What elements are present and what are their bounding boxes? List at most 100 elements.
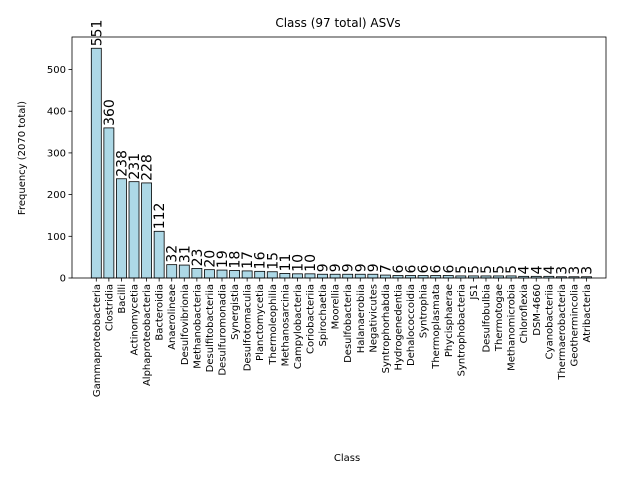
- x-tick-label: Alphaproteobacteria: [142, 284, 153, 386]
- y-tick-label: 400: [47, 107, 66, 118]
- x-tick-label: Phycisphaerae: [444, 284, 455, 357]
- x-tick-label: Moorellia: [331, 284, 342, 329]
- bar-coriobacteriia: [304, 273, 316, 279]
- value-label: 228: [140, 154, 156, 181]
- value-label: 7: [378, 264, 394, 273]
- value-label: 5: [504, 265, 520, 274]
- bar-desulfovibrionia: [178, 264, 190, 279]
- value-label: 3: [580, 266, 596, 275]
- bar-syntrophorhabdia: [380, 274, 391, 279]
- x-tick-label: Planctomycetia: [255, 284, 266, 361]
- value-label: 9: [366, 263, 382, 272]
- value-label: 5: [466, 265, 482, 274]
- x-tick-label: Atribacteria: [582, 284, 593, 343]
- value-label: 6: [391, 265, 407, 274]
- x-tick-label: Bacilli: [117, 284, 128, 314]
- x-tick-label: Thermoleophilia: [268, 284, 279, 366]
- x-tick-label: Spirochaetia: [318, 284, 329, 346]
- bar-negativicutes: [367, 273, 379, 279]
- bars-group: [90, 47, 592, 279]
- y-tick-label: 300: [47, 148, 66, 159]
- y-tick-label: 500: [47, 65, 66, 76]
- value-label: 6: [416, 265, 432, 274]
- bar-methanosarcinia: [279, 273, 291, 279]
- plot-frame: [71, 36, 607, 279]
- value-label: 20: [202, 250, 218, 268]
- value-label: 9: [353, 263, 369, 272]
- x-tick-label: Actinomycetia: [130, 284, 141, 355]
- value-label: 4: [529, 265, 545, 274]
- y-tick-label: 0: [60, 274, 66, 285]
- bar-alphaproteobacteria: [141, 182, 152, 279]
- bar-desulfuromonadia: [216, 269, 228, 279]
- value-label: 16: [253, 251, 269, 269]
- value-label: 11: [278, 254, 294, 272]
- x-tick-label: JS1: [469, 284, 480, 301]
- x-tick-label: Methanosarcinia: [280, 284, 291, 366]
- x-tick-label: Desulfitobacteriia: [205, 284, 216, 372]
- bar-moorellia: [329, 273, 341, 279]
- value-label: 231: [127, 153, 143, 180]
- x-tick-label: Syntrophorhabdia: [381, 284, 392, 373]
- value-label: 31: [177, 245, 193, 263]
- y-axis: 0 100 200 300 400 500: [47, 65, 72, 285]
- value-label: 6: [441, 265, 457, 274]
- value-label: 5: [454, 265, 470, 274]
- value-label: 10: [290, 254, 306, 272]
- bar-planctomycetia: [254, 270, 266, 279]
- x-tick-label: Halanaerobiia: [356, 284, 367, 353]
- bar-synergistia: [229, 270, 240, 279]
- value-label: 15: [265, 252, 281, 270]
- value-label: 551: [89, 20, 105, 47]
- x-tick-label: Thermoplasmata: [431, 284, 442, 370]
- bar-desulfotomaculia: [241, 270, 253, 279]
- bar-methanobacteria: [191, 268, 203, 279]
- x-tick-label: Clostridia: [104, 284, 115, 331]
- value-labels-group: 5513602382312281123231232019181716151110…: [89, 20, 595, 275]
- x-tick-label: Gammaproteobacteria: [92, 284, 103, 397]
- x-axis: Gammaproteobacteria Clostridia Bacilli Acti…: [92, 278, 593, 397]
- bar-bacteroidia: [153, 230, 165, 279]
- x-tick-label: Methanobacteria: [192, 284, 203, 369]
- bar-actinomycetia: [128, 181, 140, 279]
- value-label: 3: [567, 266, 583, 275]
- value-label: 112: [152, 203, 168, 230]
- x-tick-label: Thermotogae: [494, 284, 505, 352]
- x-tick-label: Thermaerobacteria: [557, 284, 568, 381]
- chart-title: Class (97 total) ASVs: [275, 16, 400, 30]
- x-tick-label: Desulfobulbia: [481, 284, 492, 353]
- value-label: 6: [404, 265, 420, 274]
- value-label: 3: [554, 266, 570, 275]
- bar-gammaproteobacteria: [90, 47, 102, 279]
- x-tick-label: Bacteroidia: [155, 284, 166, 341]
- x-tick-label: Geothermincolia: [569, 284, 580, 367]
- x-tick-label: Synergistia: [230, 284, 241, 340]
- value-label: 9: [341, 263, 357, 272]
- value-label: 5: [479, 265, 495, 274]
- bar-spirochaetia: [317, 273, 328, 279]
- x-tick-label: Desulfotomaculia: [243, 284, 254, 371]
- value-label: 9: [316, 263, 332, 272]
- bar-clostridia: [103, 127, 115, 279]
- bar-campylobacteria: [292, 273, 303, 279]
- value-label: 5: [492, 265, 508, 274]
- x-tick-label: Anaerolineae: [167, 284, 178, 350]
- bar-halanaerobiia: [354, 273, 366, 279]
- x-tick-label: Syntrophobacteria: [456, 284, 467, 376]
- value-label: 19: [215, 250, 231, 268]
- value-label: 4: [542, 265, 558, 274]
- bar-anaerolineae: [166, 264, 178, 279]
- value-label: 360: [102, 99, 118, 126]
- x-tick-label: Desulfovibrionia: [180, 284, 191, 365]
- value-label: 238: [114, 150, 130, 177]
- x-tick-label: Campylobacteria: [293, 284, 304, 369]
- value-label: 32: [165, 245, 181, 263]
- bar-desulfitobacteriia: [204, 269, 215, 279]
- x-tick-label: Coriobacteriia: [305, 284, 316, 354]
- value-label: 4: [517, 265, 533, 274]
- value-label: 18: [228, 251, 244, 269]
- x-tick-label: Syntrophia: [419, 284, 430, 338]
- x-tick-label: Methanomicrobia: [507, 284, 518, 371]
- value-label: 6: [429, 265, 445, 274]
